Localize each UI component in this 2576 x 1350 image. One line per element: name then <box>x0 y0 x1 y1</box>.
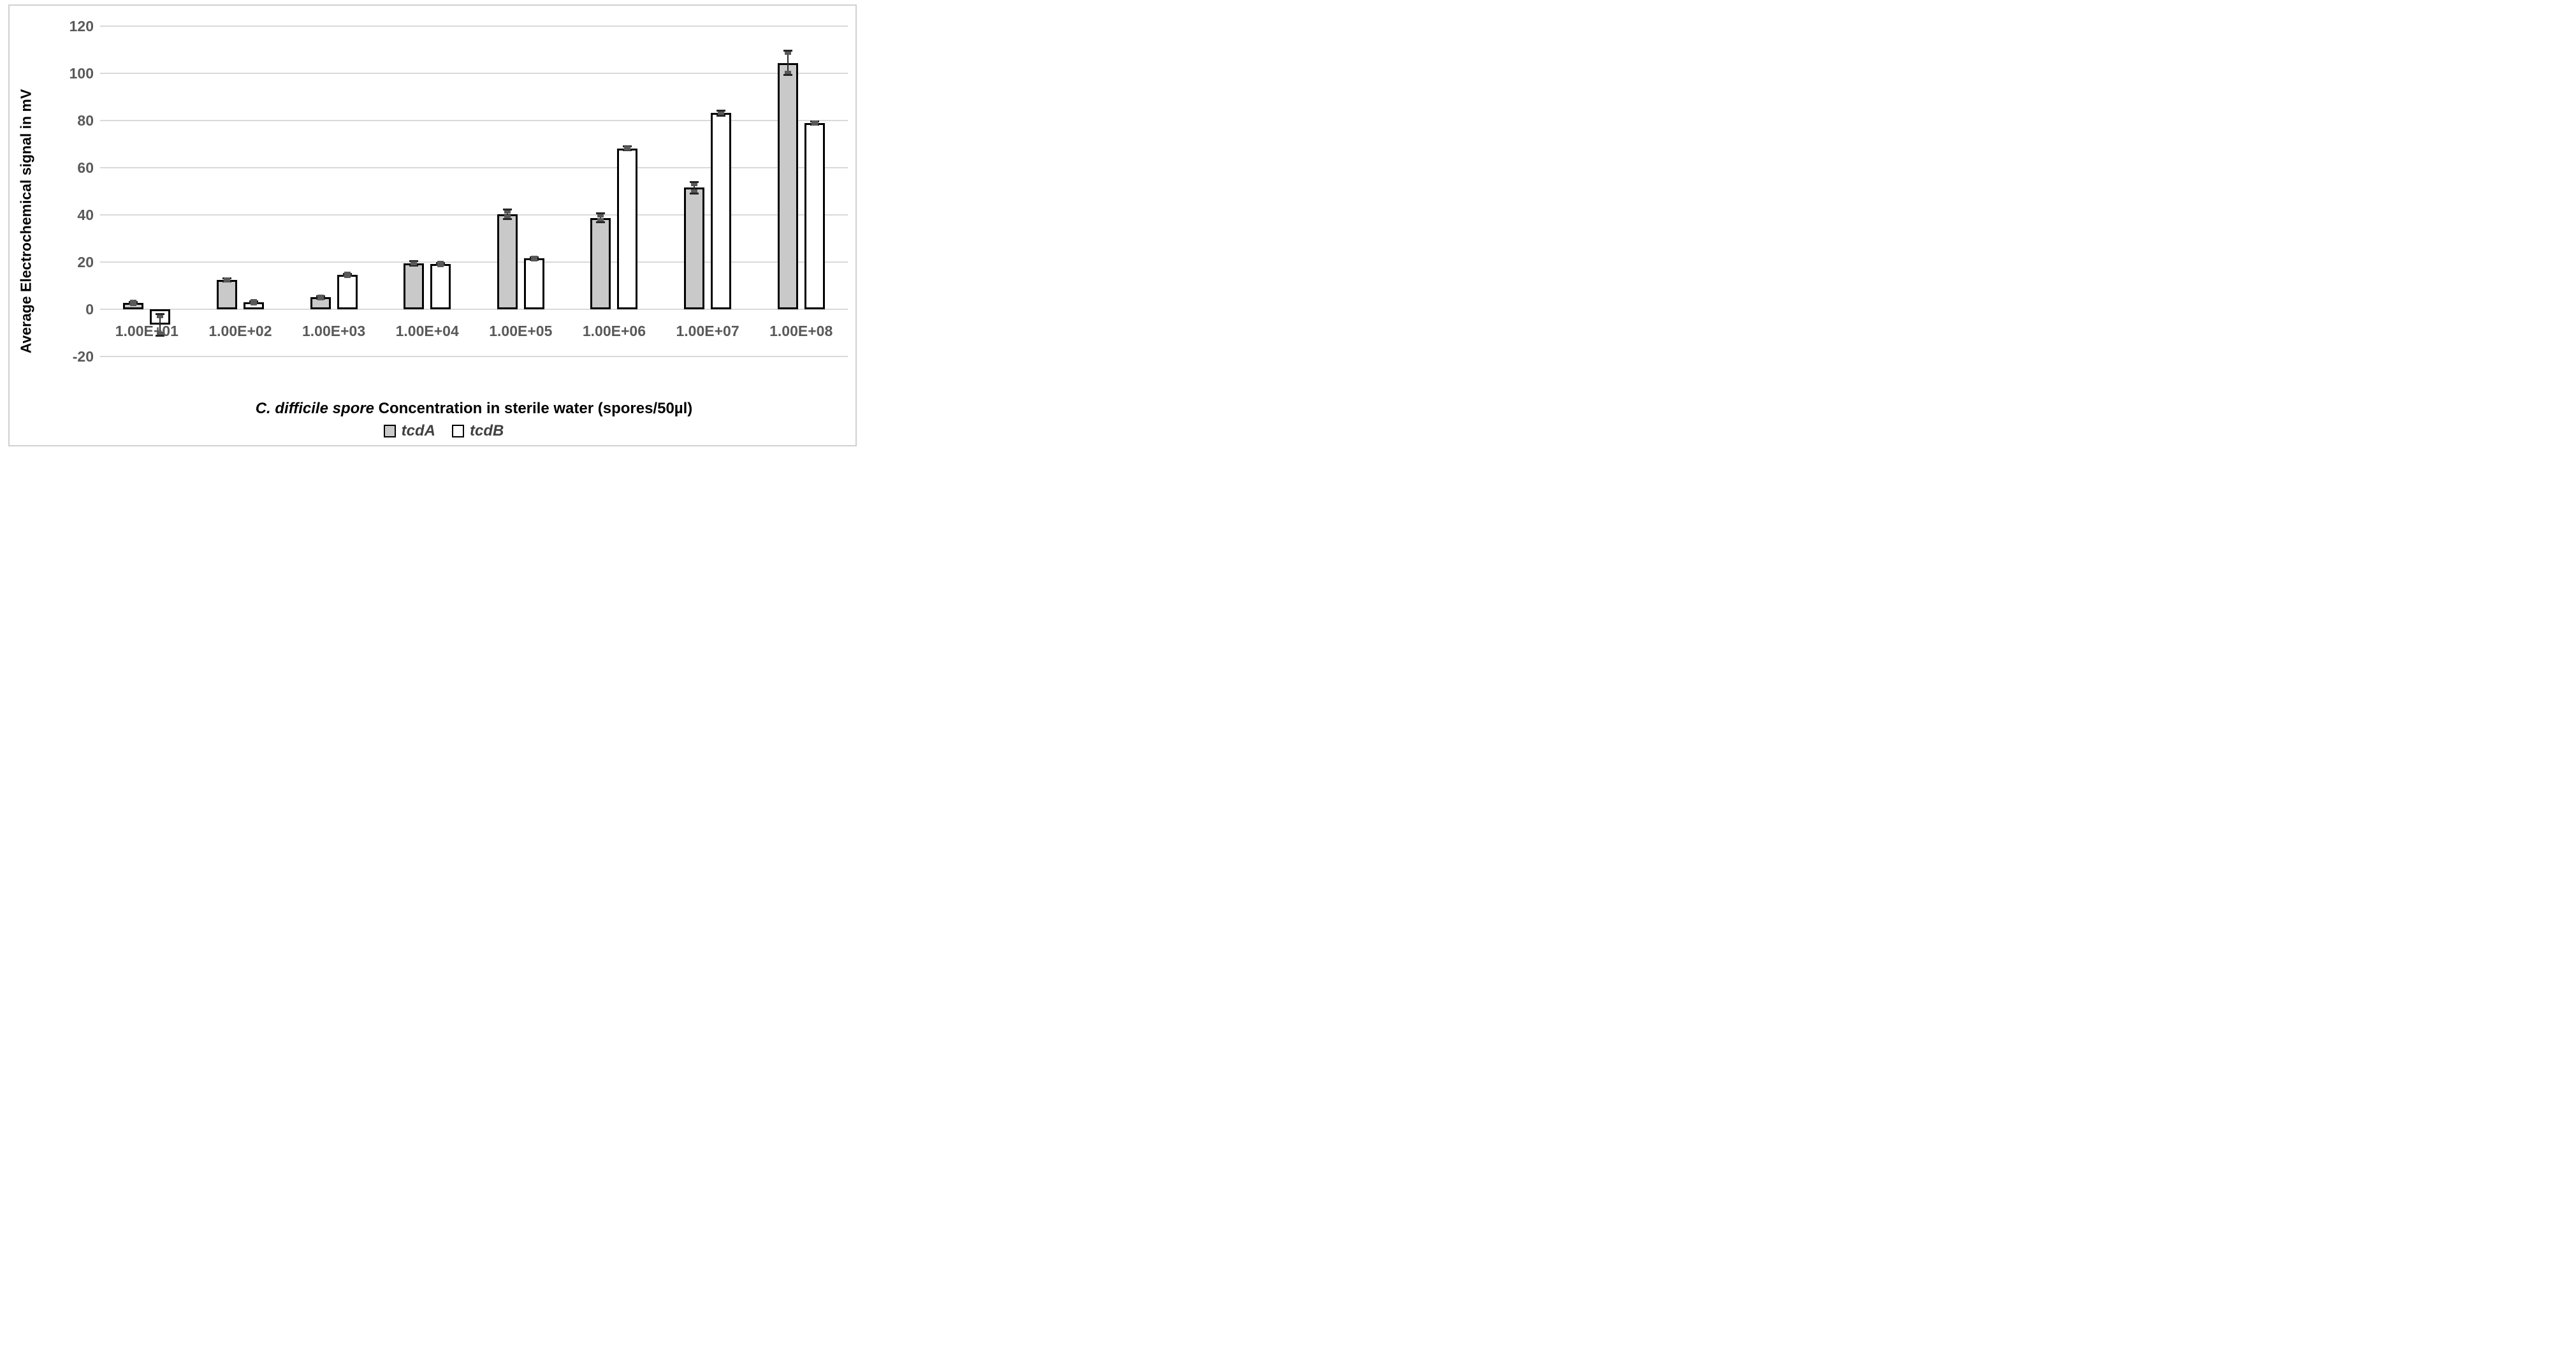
error-bar-marker <box>530 255 537 259</box>
bar-tcdB-1.00E+03 <box>337 275 358 310</box>
error-bar-marker <box>157 314 164 318</box>
figure-border <box>8 4 857 446</box>
error-bar-marker <box>317 297 324 300</box>
error-bar-marker <box>250 302 257 306</box>
bar-tcdB-1.00E+08 <box>804 123 825 310</box>
x-axis-category-label: 1.00E+08 <box>769 323 833 339</box>
error-bar-marker <box>437 261 444 265</box>
gridline-60 <box>100 167 848 169</box>
error-bar-cap-top <box>502 208 512 210</box>
bar-tcdB-1.00E+04 <box>430 264 451 310</box>
gridline-0 <box>100 309 848 311</box>
legend-item-tcdA: tcdA <box>383 422 435 440</box>
error-bar-marker <box>718 111 725 115</box>
gridline-20 <box>100 261 848 263</box>
error-bar-cap-bottom <box>690 193 699 195</box>
x-axis-category-label: 1.00E+04 <box>395 323 459 339</box>
error-bar-marker <box>130 300 137 304</box>
bar-tcdA-1.00E+04 <box>404 263 425 310</box>
legend-label-tcdB: tcdB <box>470 422 504 439</box>
error-bar-marker <box>811 120 818 124</box>
legend-swatch-tcdA <box>383 425 396 437</box>
error-bar-tcdB-1.00E+01 <box>159 313 161 337</box>
error-bar-cap-top <box>783 50 792 52</box>
error-bar-marker <box>437 264 444 268</box>
bar-tcdB-1.00E+05 <box>523 258 544 310</box>
error-bar-cap-top <box>156 312 165 315</box>
error-bar-cap-bottom <box>783 73 792 76</box>
error-bar-marker <box>250 299 257 303</box>
y-axis-tick-label: 80 <box>77 112 94 129</box>
gridline-80 <box>100 120 848 122</box>
bar-tcdA-1.00E+02 <box>216 279 237 310</box>
error-bar-cap-bottom <box>502 217 512 220</box>
error-bar-marker <box>223 279 230 282</box>
x-axis-category-label: 1.00E+05 <box>489 323 553 339</box>
error-bar-marker <box>530 258 537 262</box>
y-axis-tick-label: 120 <box>69 18 94 35</box>
y-axis-tick-label: 0 <box>85 301 94 318</box>
error-bar-marker <box>597 214 604 218</box>
error-bar-tcdA-1.00E+05 <box>506 209 508 219</box>
error-bar-cap-bottom <box>717 114 726 117</box>
x-axis-category-label: 1.00E+02 <box>208 323 272 339</box>
gridline-120 <box>100 26 848 27</box>
x-axis-title-regular-part: Concentration in sterile water (spores/5… <box>374 400 693 417</box>
legend-swatch-tcdB <box>452 425 464 437</box>
bar-tcdA-1.00E+05 <box>497 214 518 310</box>
error-bar-marker <box>624 146 631 150</box>
x-axis-title-italic-part: C. difficile spore <box>255 400 374 417</box>
error-bar-marker <box>784 52 791 55</box>
bar-tcdA-1.00E+06 <box>590 217 611 310</box>
error-bar-cap-top <box>717 109 726 112</box>
bar-tcdB-1.00E+06 <box>617 148 638 310</box>
y-axis-tick-label: 60 <box>77 159 94 177</box>
error-bar-marker <box>691 182 698 186</box>
error-bar-marker <box>411 261 418 265</box>
legend-label-tcdA: tcdA <box>401 422 435 439</box>
error-bar-tcdA-1.00E+07 <box>694 181 695 194</box>
error-bar-marker <box>223 277 230 281</box>
error-bar-cap-top <box>690 180 699 183</box>
error-bar-tcdA-1.00E+08 <box>787 50 789 75</box>
x-axis-category-label: 1.00E+03 <box>302 323 366 339</box>
x-axis-category-label: 1.00E+07 <box>676 323 739 339</box>
bar-chart-figure: 120 100 80 60 40 20 0 -20 1.00E+01 1.00E+02 1.00E+… <box>0 0 859 450</box>
gridline-100 <box>100 73 848 75</box>
error-bar-marker <box>811 122 818 126</box>
y-axis-tick-label: 40 <box>77 207 94 224</box>
error-bar-cap-bottom <box>156 335 165 337</box>
y-axis-tick-label: -20 <box>72 348 94 365</box>
x-axis-category-label: 1.00E+06 <box>582 323 646 339</box>
error-bar-marker <box>317 294 324 298</box>
legend-item-tcdB: tcdB <box>452 422 504 440</box>
error-bar-marker <box>784 70 791 74</box>
bar-tcdA-1.00E+07 <box>684 187 705 310</box>
x-axis-category-label: 1.00E+01 <box>115 323 178 339</box>
gridline--20 <box>100 356 848 358</box>
gridline-40 <box>100 214 848 216</box>
y-axis-tick-label: 100 <box>69 65 94 82</box>
legend: tcdA tcdB <box>0 422 859 440</box>
error-bar-cap-top <box>596 212 606 215</box>
bar-tcdA-1.00E+08 <box>777 62 798 310</box>
x-axis-title: C. difficile spore Concentration in ster… <box>100 400 848 418</box>
error-bar-marker <box>344 275 351 279</box>
y-axis-tick-label: 20 <box>77 254 94 271</box>
error-bar-marker <box>130 302 137 306</box>
error-bar-marker <box>157 332 164 335</box>
bar-tcdB-1.00E+07 <box>711 113 732 310</box>
error-bar-tcdA-1.00E+06 <box>600 213 602 223</box>
error-bar-marker <box>504 210 511 214</box>
error-bar-cap-bottom <box>596 221 606 224</box>
y-axis-title: Average Electrochemical signal in mV <box>17 89 34 354</box>
error-bar-marker <box>691 189 698 193</box>
plot-area: 120 100 80 60 40 20 0 -20 1.00E+01 1.00E+02 1.00E+… <box>0 0 859 450</box>
error-bar-marker <box>504 214 511 218</box>
error-bar-marker <box>344 272 351 275</box>
error-bar-marker <box>597 218 604 222</box>
